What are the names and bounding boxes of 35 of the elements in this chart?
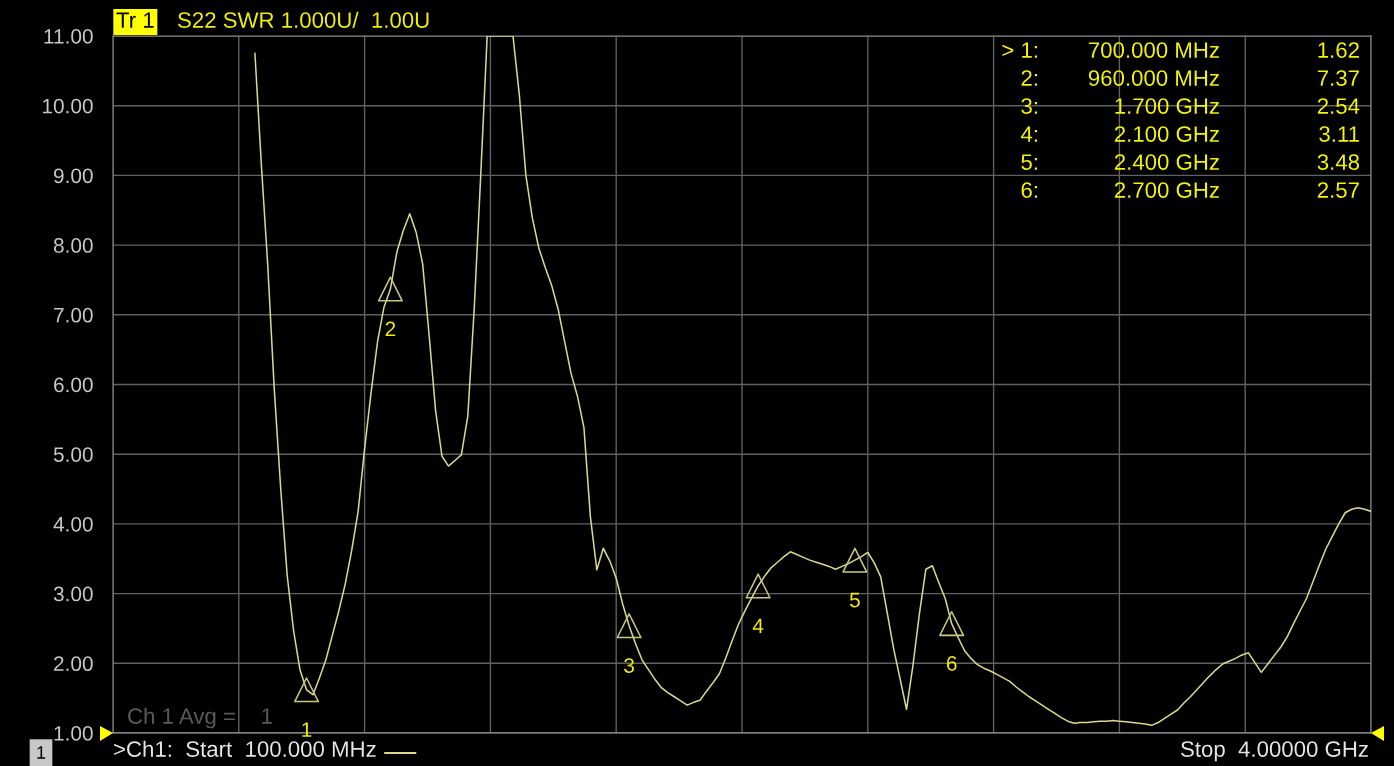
y-tick-label: 9.00	[53, 168, 93, 184]
annotation: 6	[946, 656, 957, 671]
y-tick-label: 2.00	[54, 656, 93, 672]
annotation: 3	[624, 658, 634, 673]
text: 6: 2.700 GHz 2.57	[1021, 182, 1359, 198]
point	[616, 613, 642, 639]
y-tick-label: 6.00	[54, 377, 93, 393]
text: Stop 4.00000 GHz	[1181, 741, 1368, 762]
y-tick-label: 8.00	[53, 238, 93, 253]
y-tick-label: 3.00	[53, 586, 93, 602]
annotation: 5	[849, 592, 860, 608]
point	[745, 573, 771, 599]
text: 5: 2.400 GHz 3.48	[1021, 154, 1360, 170]
text: 4: 2.100 GHz 3.11	[1020, 126, 1359, 142]
y-tick-label: 7.00	[54, 307, 93, 323]
annotation: Ch 1 Avg = 1	[128, 707, 272, 729]
point	[377, 276, 403, 302]
point	[939, 611, 965, 637]
annotation: 4	[752, 618, 764, 633]
text: 2: 960.000 MHz 7.37	[1021, 70, 1359, 86]
text: > 1: 700.000 MHz 1.62	[1002, 42, 1359, 58]
annotation: 1	[302, 722, 312, 737]
annotation: 2	[385, 321, 396, 337]
y-tick-label: 4.00	[53, 516, 93, 532]
text: >Ch1: Start 100.000 MHz	[114, 740, 376, 757]
chart-subtitle: S22 SWR 1.000U/ 1.00U	[178, 11, 429, 28]
y-tick-label: 5.00	[53, 447, 93, 462]
y-tick-label: 1.00	[54, 726, 93, 741]
point	[293, 677, 320, 703]
y-tick-label: 10.00	[43, 98, 93, 114]
point	[842, 547, 868, 573]
chart-title: Tr 1	[116, 12, 154, 28]
text: 1	[37, 746, 46, 759]
text: 3: 1.700 GHz 2.54	[1021, 98, 1360, 114]
y-tick-label: 11.00	[44, 29, 93, 44]
